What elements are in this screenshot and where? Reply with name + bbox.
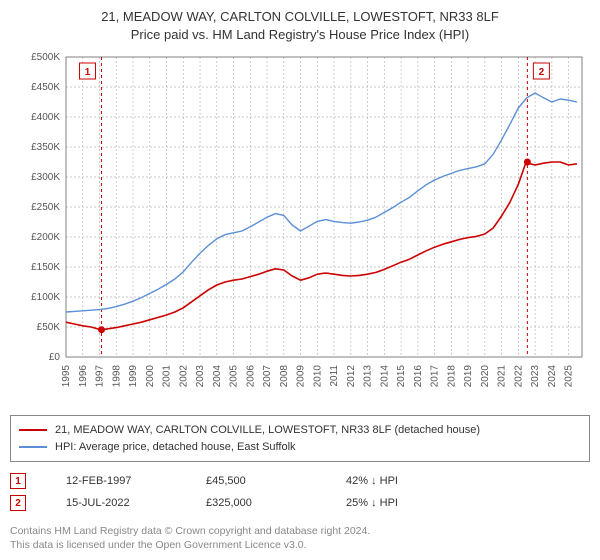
title-line-2: Price paid vs. HM Land Registry's House … bbox=[10, 26, 590, 44]
svg-text:£100K: £100K bbox=[31, 292, 60, 303]
svg-text:2022: 2022 bbox=[513, 365, 524, 388]
marker-row-1: 1 12-FEB-1997 £45,500 42% ↓ HPI bbox=[10, 470, 590, 492]
marker-2-date: 15-JUL-2022 bbox=[66, 497, 166, 509]
legend-row-hpi: HPI: Average price, detached house, East… bbox=[19, 439, 581, 456]
chart-svg: £0 £50K £100K £150K £200K £250K £300K £350K £400… bbox=[10, 47, 590, 407]
legend-swatch-hpi bbox=[19, 446, 47, 448]
svg-text:2021: 2021 bbox=[497, 365, 508, 388]
svg-text:2020: 2020 bbox=[480, 365, 491, 388]
svg-text:2001: 2001 bbox=[162, 365, 173, 388]
marker-1-price: £45,500 bbox=[206, 475, 306, 487]
svg-text:2024: 2024 bbox=[547, 365, 558, 388]
svg-text:2019: 2019 bbox=[463, 365, 474, 388]
svg-text:1: 1 bbox=[85, 67, 91, 78]
svg-text:2016: 2016 bbox=[413, 365, 424, 388]
legend: 21, MEADOW WAY, CARLTON COLVILLE, LOWEST… bbox=[10, 415, 590, 462]
legend-row-price: 21, MEADOW WAY, CARLTON COLVILLE, LOWEST… bbox=[19, 422, 581, 439]
svg-text:2010: 2010 bbox=[312, 365, 323, 388]
svg-text:£0: £0 bbox=[49, 352, 61, 363]
marker-row-2: 2 15-JUL-2022 £325,000 25% ↓ HPI bbox=[10, 492, 590, 514]
marker-badge-1: 1 bbox=[10, 473, 26, 489]
svg-text:£200K: £200K bbox=[31, 232, 60, 243]
legend-label-hpi: HPI: Average price, detached house, East… bbox=[55, 439, 296, 456]
svg-text:£250K: £250K bbox=[31, 202, 60, 213]
marker-badge-2: 2 bbox=[10, 495, 26, 511]
footer-line-2: This data is licensed under the Open Gov… bbox=[10, 538, 590, 552]
legend-swatch-price bbox=[19, 429, 47, 431]
svg-text:2014: 2014 bbox=[379, 365, 390, 388]
svg-text:2008: 2008 bbox=[279, 365, 290, 388]
svg-text:£400K: £400K bbox=[31, 112, 60, 123]
svg-text:1995: 1995 bbox=[61, 365, 72, 388]
svg-text:2004: 2004 bbox=[212, 365, 223, 388]
chart-title: 21, MEADOW WAY, CARLTON COLVILLE, LOWEST… bbox=[10, 8, 590, 43]
legend-label-price: 21, MEADOW WAY, CARLTON COLVILLE, LOWEST… bbox=[55, 422, 480, 439]
svg-text:2: 2 bbox=[539, 67, 545, 78]
chart-plot: £0 £50K £100K £150K £200K £250K £300K £350K £400… bbox=[10, 47, 590, 407]
svg-text:£450K: £450K bbox=[31, 82, 60, 93]
svg-text:1998: 1998 bbox=[111, 365, 122, 388]
svg-text:1996: 1996 bbox=[78, 365, 89, 388]
chart-container: 21, MEADOW WAY, CARLTON COLVILLE, LOWEST… bbox=[0, 0, 600, 558]
svg-text:2015: 2015 bbox=[396, 365, 407, 388]
marker-badge-1-text: 1 bbox=[15, 476, 21, 487]
svg-text:£300K: £300K bbox=[31, 172, 60, 183]
svg-text:2012: 2012 bbox=[346, 365, 357, 388]
svg-text:£350K: £350K bbox=[31, 142, 60, 153]
svg-text:2000: 2000 bbox=[145, 365, 156, 388]
svg-text:2013: 2013 bbox=[363, 365, 374, 388]
svg-text:£50K: £50K bbox=[37, 322, 61, 333]
svg-text:2025: 2025 bbox=[564, 365, 575, 388]
svg-text:2023: 2023 bbox=[530, 365, 541, 388]
marker-1-delta: 42% ↓ HPI bbox=[346, 475, 446, 487]
svg-text:£150K: £150K bbox=[31, 262, 60, 273]
svg-text:2009: 2009 bbox=[296, 365, 307, 388]
svg-text:1997: 1997 bbox=[95, 365, 106, 388]
svg-text:2006: 2006 bbox=[245, 365, 256, 388]
footer-line-1: Contains HM Land Registry data © Crown c… bbox=[10, 524, 590, 538]
svg-text:2011: 2011 bbox=[329, 365, 340, 387]
svg-text:2007: 2007 bbox=[262, 365, 273, 388]
svg-text:2017: 2017 bbox=[430, 365, 441, 388]
title-line-1: 21, MEADOW WAY, CARLTON COLVILLE, LOWEST… bbox=[10, 8, 590, 26]
svg-text:£500K: £500K bbox=[31, 52, 60, 63]
svg-text:2018: 2018 bbox=[446, 365, 457, 388]
marker-2-delta: 25% ↓ HPI bbox=[346, 497, 446, 509]
svg-text:2003: 2003 bbox=[195, 365, 206, 388]
footer-note: Contains HM Land Registry data © Crown c… bbox=[10, 524, 590, 552]
svg-text:2002: 2002 bbox=[178, 365, 189, 388]
marker-badge-2-text: 2 bbox=[15, 498, 21, 509]
svg-text:1999: 1999 bbox=[128, 365, 139, 388]
marker-2-price: £325,000 bbox=[206, 497, 306, 509]
marker-1-date: 12-FEB-1997 bbox=[66, 475, 166, 487]
markers-table: 1 12-FEB-1997 £45,500 42% ↓ HPI 2 15-JUL… bbox=[10, 470, 590, 514]
svg-text:2005: 2005 bbox=[229, 365, 240, 388]
